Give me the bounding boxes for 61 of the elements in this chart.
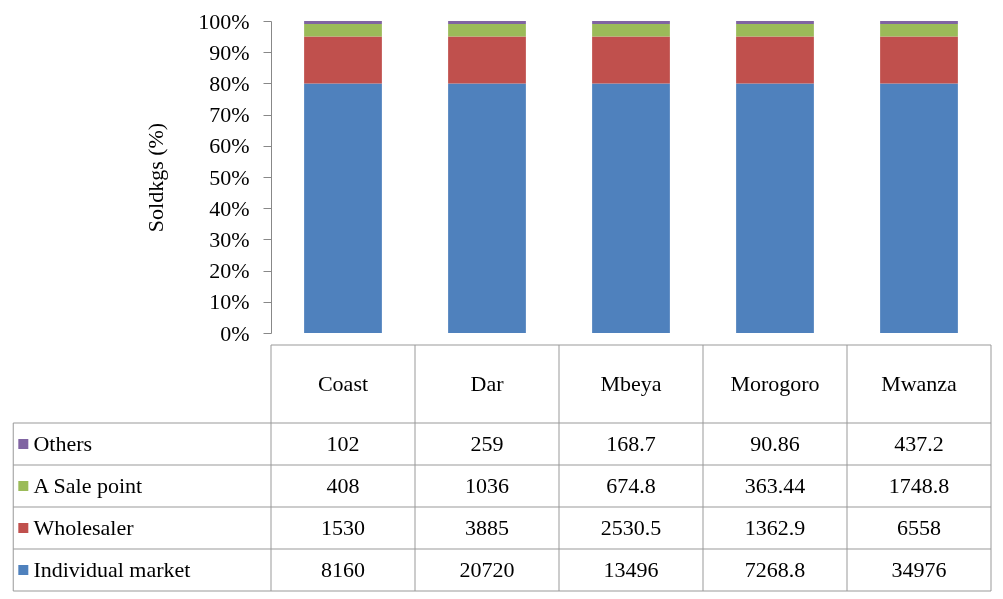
legend-label: Others xyxy=(33,431,93,456)
y-tick-label: 60% xyxy=(209,133,250,159)
text: 363.44 xyxy=(744,473,806,498)
bar xyxy=(448,24,526,37)
text: 8160 xyxy=(321,557,365,582)
text: 3885 xyxy=(465,515,509,540)
text: 1036 xyxy=(465,473,509,498)
text: 20720 xyxy=(459,557,515,582)
y-axis-title: Soldkgs (%) xyxy=(143,122,169,233)
x-tick-label: Mwanza xyxy=(881,371,958,396)
legend-label: A Sale point xyxy=(33,473,143,498)
text: 168.7 xyxy=(606,431,656,456)
bar xyxy=(880,21,958,25)
bar xyxy=(448,21,526,25)
bar xyxy=(304,36,382,84)
bar xyxy=(592,36,670,84)
text: 13496 xyxy=(603,557,659,582)
bar xyxy=(304,83,382,333)
text: 259 xyxy=(470,431,504,456)
x-tick-label: Mbeya xyxy=(600,371,662,396)
text: 1748.8 xyxy=(888,473,950,498)
bar xyxy=(880,24,958,37)
y-tick-label: 40% xyxy=(209,195,250,221)
bar xyxy=(736,21,814,25)
bar xyxy=(880,83,958,333)
bar xyxy=(592,83,670,333)
y-tick-label: 100% xyxy=(198,8,250,34)
bar xyxy=(592,21,670,25)
text: 102 xyxy=(326,431,360,456)
bar xyxy=(592,24,670,37)
legend-label: Wholesaler xyxy=(33,515,135,540)
y-tick-label: 30% xyxy=(209,226,250,252)
y-tick-label: 50% xyxy=(209,164,250,190)
y-tick-label: 20% xyxy=(209,258,250,284)
x-tick-label: Dar xyxy=(470,371,505,396)
bar xyxy=(736,83,814,333)
text: 437.2 xyxy=(894,431,944,456)
text: 2530.5 xyxy=(600,515,662,540)
bar xyxy=(880,36,958,84)
text: 1530 xyxy=(321,515,365,540)
text: 1362.9 xyxy=(744,515,806,540)
bar xyxy=(304,24,382,37)
text: 7268.8 xyxy=(744,557,806,582)
bar xyxy=(448,83,526,333)
text: 408 xyxy=(326,473,360,498)
bar xyxy=(736,36,814,84)
text: 90.86 xyxy=(750,431,800,456)
y-tick-label: 70% xyxy=(209,102,250,128)
x-tick-label: Morogoro xyxy=(730,371,820,396)
bar xyxy=(736,24,814,37)
y-tick-label: 80% xyxy=(209,70,250,96)
text: 34976 xyxy=(891,557,947,582)
legend-label: Individual market xyxy=(33,557,191,582)
bar xyxy=(448,36,526,84)
y-tick-label: 10% xyxy=(209,289,250,315)
y-tick-label: 90% xyxy=(209,39,250,65)
text: 6558 xyxy=(897,515,941,540)
x-tick-label: Coast xyxy=(317,371,369,396)
y-tick-label: 0% xyxy=(220,320,250,346)
text: 674.8 xyxy=(606,473,656,498)
bar xyxy=(304,21,382,25)
